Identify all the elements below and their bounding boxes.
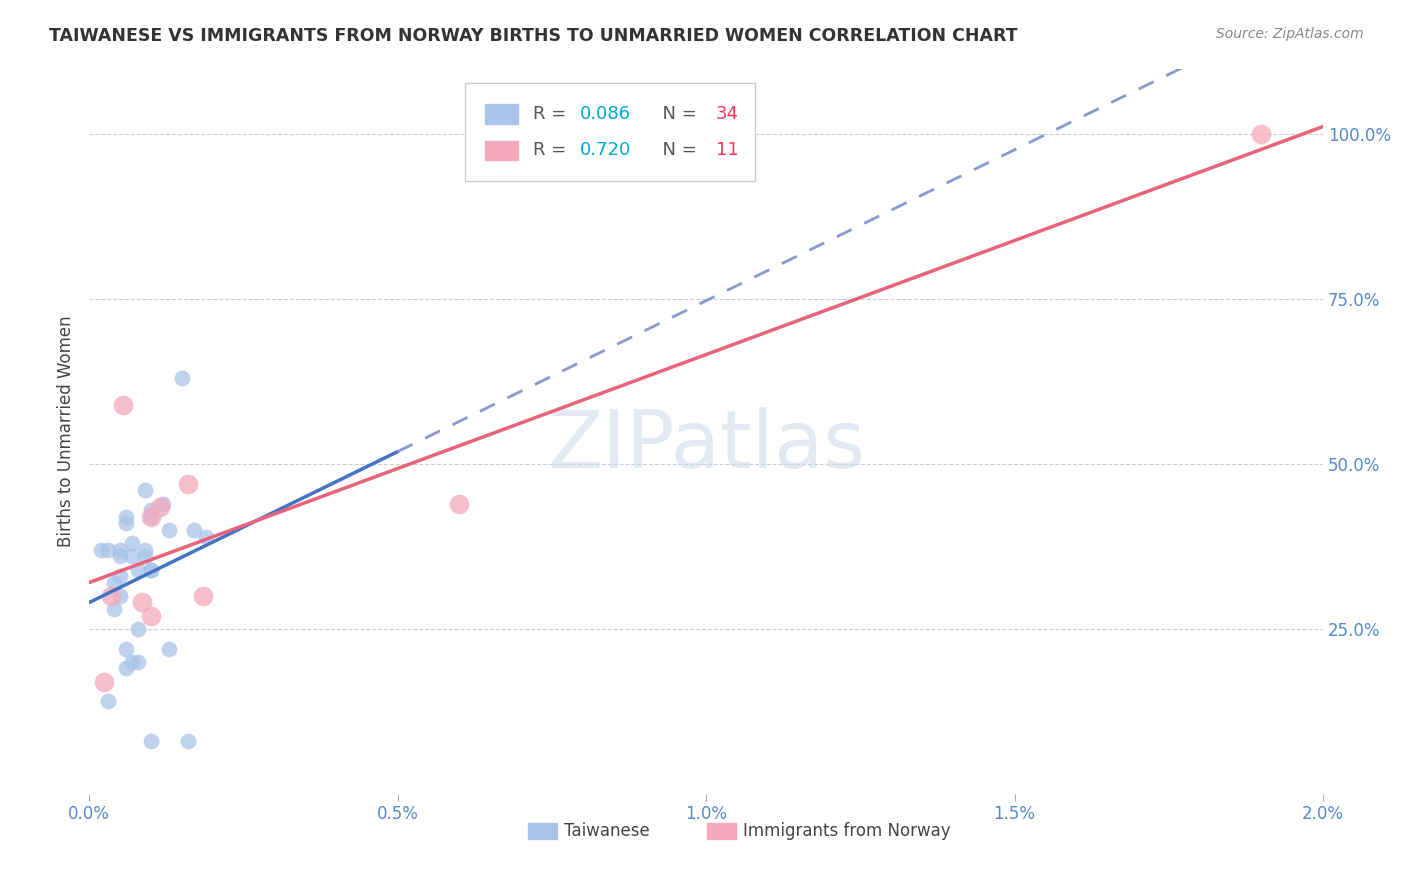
Point: [93, 674, 115, 689]
Point: [139, 509, 162, 524]
Point: [127, 562, 149, 576]
Point: [131, 595, 153, 609]
Point: [139, 562, 162, 576]
Point: [121, 536, 143, 550]
Text: TAIWANESE VS IMMIGRANTS FROM NORWAY BIRTHS TO UNMARRIED WOMEN CORRELATION CHART: TAIWANESE VS IMMIGRANTS FROM NORWAY BIRT…: [49, 27, 1018, 45]
Bar: [484, 139, 519, 161]
Point: [97, 542, 120, 557]
Point: [134, 542, 156, 557]
Point: [108, 589, 131, 603]
Point: [170, 371, 193, 385]
Point: [139, 608, 162, 623]
Point: [177, 476, 200, 491]
Point: [152, 497, 174, 511]
Text: R =: R =: [533, 105, 572, 123]
Text: N =: N =: [651, 142, 702, 160]
Point: [157, 641, 180, 656]
Text: 0.720: 0.720: [581, 142, 631, 160]
Text: Source: ZipAtlas.com: Source: ZipAtlas.com: [1216, 27, 1364, 41]
Text: Taiwanese: Taiwanese: [564, 822, 650, 840]
Point: [449, 497, 471, 511]
Point: [115, 661, 138, 675]
Text: 34: 34: [716, 105, 740, 123]
Point: [108, 549, 131, 564]
Point: [97, 694, 120, 708]
Text: N =: N =: [651, 105, 702, 123]
Text: ZIPatlas: ZIPatlas: [547, 407, 865, 484]
Point: [121, 655, 143, 669]
Text: Immigrants from Norway: Immigrants from Norway: [742, 822, 950, 840]
Point: [103, 602, 125, 616]
Point: [127, 655, 149, 669]
Point: [90, 542, 112, 557]
Text: 0.086: 0.086: [581, 105, 631, 123]
Point: [100, 589, 122, 603]
Text: R =: R =: [533, 142, 572, 160]
Point: [139, 509, 162, 524]
Point: [134, 483, 156, 498]
Point: [115, 509, 138, 524]
Point: [108, 569, 131, 583]
Text: 11: 11: [716, 142, 738, 160]
Point: [121, 549, 143, 564]
Point: [134, 549, 156, 564]
Point: [139, 562, 162, 576]
Bar: [484, 103, 519, 125]
Point: [103, 575, 125, 590]
FancyBboxPatch shape: [465, 83, 755, 181]
Point: [195, 530, 218, 544]
Point: [111, 398, 134, 412]
Point: [115, 641, 138, 656]
Point: [108, 542, 131, 557]
Point: [157, 523, 180, 537]
Point: [177, 734, 200, 748]
Point: [139, 734, 162, 748]
Point: [115, 516, 138, 531]
Point: [139, 503, 162, 517]
Point: [183, 523, 205, 537]
Point: [149, 500, 172, 514]
Point: [127, 622, 149, 636]
Point: [193, 589, 215, 603]
Y-axis label: Births to Unmarried Women: Births to Unmarried Women: [58, 315, 75, 547]
Point: [1250, 128, 1272, 142]
